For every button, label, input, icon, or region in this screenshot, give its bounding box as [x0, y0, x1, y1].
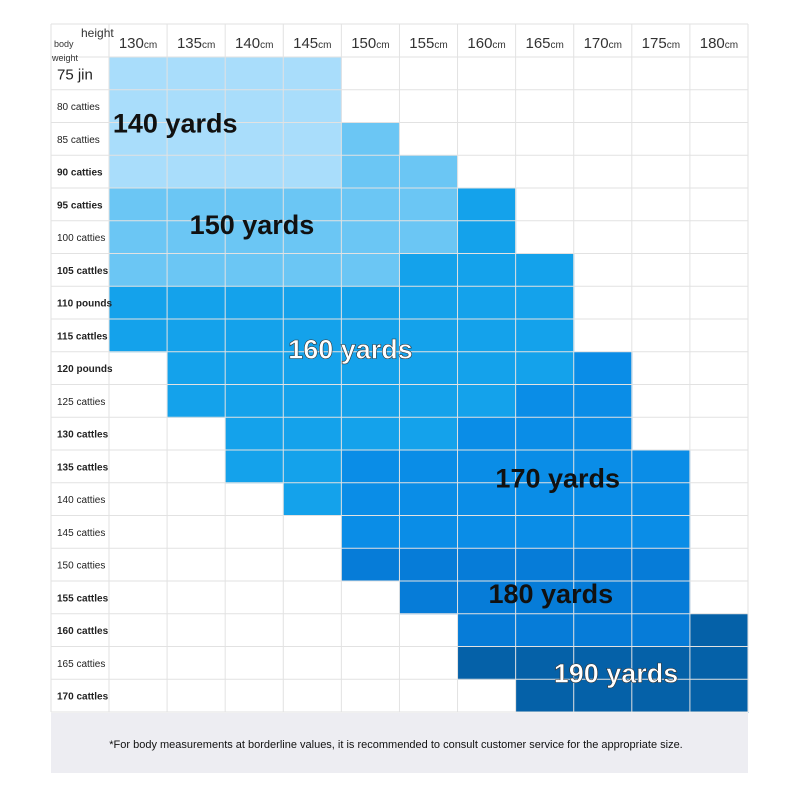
size-cell-170-yards — [573, 351, 633, 385]
row-label: 130 cattles — [57, 430, 109, 441]
size-labels: 140 yards 150 yards 160 yards 170 yards 180 … — [113, 109, 679, 690]
row-label: 170 cattles — [57, 692, 109, 703]
row-label: 90 catties — [57, 168, 103, 179]
size-cell-160-yards — [283, 482, 342, 516]
row-label: 85 catties — [57, 135, 100, 146]
column-header: 160cm — [467, 35, 505, 52]
size-cell-150-yards — [341, 122, 400, 156]
column-header: 165cm — [525, 35, 563, 52]
size-cell-190-yards — [457, 646, 749, 680]
row-label: 115 cattles — [57, 331, 108, 342]
size-cell-160-yards — [167, 351, 575, 385]
corner-row-label-2: weight — [51, 53, 79, 63]
row-label: 110 pounds — [57, 299, 112, 310]
size-label: 190 yards — [554, 659, 679, 689]
size-cell-170-yards — [457, 417, 633, 451]
size-cell-150-yards — [109, 253, 400, 287]
size-label: 180 yards — [488, 579, 613, 609]
row-label: 80 catties — [57, 102, 100, 113]
corner-col-label: height — [81, 26, 114, 40]
row-label: 95 catties — [57, 200, 103, 211]
footnote: *For body measurements at borderline val… — [109, 739, 683, 751]
size-cell-180-yards — [399, 581, 691, 615]
row-label: 155 cattles — [57, 593, 109, 604]
row-label: 135 cattles — [57, 462, 109, 473]
column-header: 155cm — [409, 35, 447, 52]
size-label: 160 yards — [288, 335, 413, 365]
size-cell-160-yards — [457, 188, 517, 222]
row-label: 105 cattles — [57, 266, 109, 277]
row-label: 100 catties — [57, 233, 105, 244]
column-header: 140cm — [235, 35, 273, 52]
size-label: 140 yards — [113, 109, 238, 139]
column-header: 145cm — [293, 35, 331, 52]
row-label: 120 pounds — [57, 364, 113, 375]
size-cell-160-yards — [457, 220, 517, 254]
column-header: 150cm — [351, 35, 389, 52]
row-labels: 75 jin 80 catties 85 catties 90 catties 95 c… — [57, 66, 113, 702]
column-header: 130cm — [119, 35, 157, 52]
row-label: 140 catties — [57, 495, 105, 506]
row-label: 75 jin — [57, 66, 93, 83]
row-label: 145 catties — [57, 528, 105, 539]
size-cell-190-yards — [689, 613, 749, 647]
row-label: 160 cattles — [57, 626, 109, 637]
column-header: 170cm — [584, 35, 622, 52]
column-header: 175cm — [642, 35, 680, 52]
row-label: 150 catties — [57, 561, 105, 572]
corner-row-label: body — [54, 39, 74, 49]
column-header: 135cm — [177, 35, 215, 52]
column-header: 180cm — [700, 35, 738, 52]
footnote-panel — [51, 713, 748, 773]
size-label: 150 yards — [190, 210, 315, 240]
table-grid — [50, 23, 749, 713]
size-cell-160-yards — [399, 253, 575, 287]
size-label: 170 yards — [495, 463, 620, 493]
row-label: 125 catties — [57, 397, 105, 408]
row-label: 165 catties — [57, 659, 105, 670]
header-row: body height weight 130cm 135cm 140cm 145cm 15… — [51, 26, 738, 63]
